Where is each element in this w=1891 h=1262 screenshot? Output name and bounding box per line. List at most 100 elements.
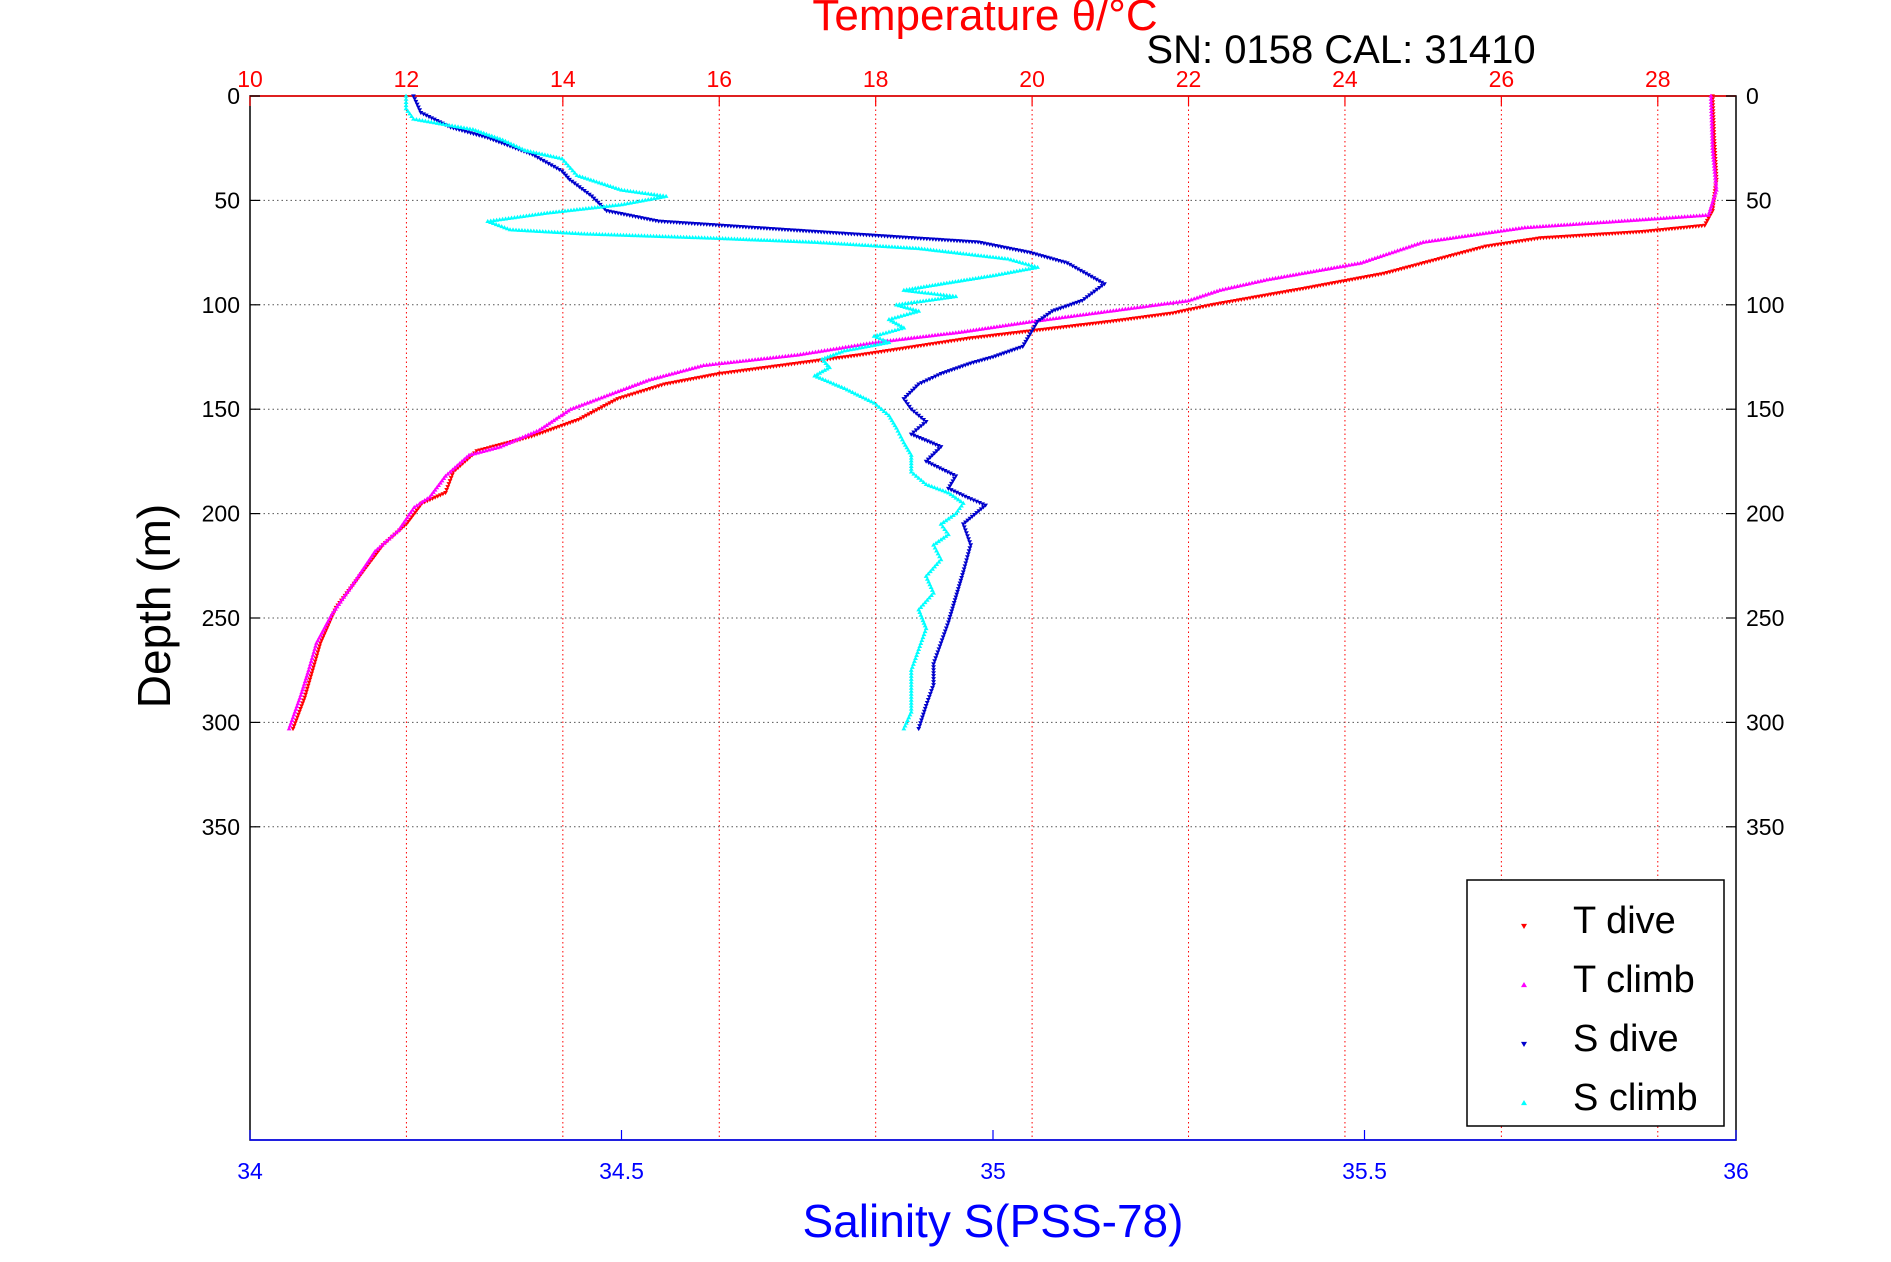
legend-entry-t-climb: T climb — [1573, 959, 1695, 1001]
data-point — [909, 388, 915, 393]
data-point — [1673, 214, 1679, 219]
data-point — [942, 469, 948, 474]
data-point — [1426, 238, 1432, 243]
data-point — [1462, 233, 1468, 238]
data-point — [924, 597, 930, 602]
data-point — [812, 239, 818, 244]
data-point — [1710, 154, 1716, 159]
legend-entry-t-dive: T dive — [1573, 900, 1676, 942]
data-point — [455, 124, 461, 129]
data-point — [578, 231, 584, 236]
data-point — [964, 558, 969, 563]
data-point — [865, 343, 871, 348]
data-point — [689, 366, 695, 371]
data-point — [607, 203, 613, 208]
data-point — [1637, 217, 1643, 222]
data-point — [494, 217, 500, 222]
data-point — [562, 208, 568, 213]
data-point — [962, 494, 968, 499]
data-point — [1147, 303, 1152, 308]
data-point — [919, 289, 925, 295]
data-point — [361, 565, 367, 570]
data-point — [565, 408, 571, 413]
data-point — [1002, 256, 1008, 261]
data-point — [908, 463, 914, 468]
data-point — [654, 192, 660, 197]
data-point — [497, 217, 503, 222]
data-point — [568, 165, 573, 170]
data-point — [293, 706, 299, 711]
data-point — [525, 148, 531, 153]
data-point — [1098, 309, 1104, 314]
data-point — [891, 319, 897, 324]
data-point — [511, 142, 517, 147]
data-point — [581, 415, 587, 420]
data-point — [1579, 221, 1585, 226]
data-point — [918, 640, 924, 646]
data-point — [642, 197, 648, 202]
data-point — [728, 359, 734, 365]
data-point — [1011, 258, 1017, 263]
data-point — [1029, 263, 1035, 268]
data-point — [528, 431, 534, 436]
data-point — [898, 323, 904, 329]
data-point — [960, 570, 966, 575]
data-point — [932, 545, 938, 550]
data-point — [1011, 269, 1017, 274]
data-point — [651, 233, 656, 238]
data-point — [294, 703, 300, 709]
data-point — [494, 135, 500, 140]
data-point — [1710, 148, 1716, 153]
data-point — [630, 199, 636, 205]
data-point — [584, 231, 590, 236]
data-point — [609, 399, 615, 404]
data-point — [894, 425, 899, 430]
data-point — [1020, 260, 1026, 265]
data-point — [723, 236, 728, 241]
data-point — [895, 327, 901, 332]
data-point — [879, 406, 884, 411]
data-point — [913, 428, 919, 433]
data-point — [928, 291, 934, 296]
data-point — [1504, 227, 1510, 232]
data-point — [908, 461, 914, 466]
depth-tick-label-right: 300 — [1746, 709, 1784, 735]
data-point — [923, 626, 929, 631]
data-point — [785, 353, 791, 358]
data-point — [621, 232, 626, 237]
data-point — [403, 102, 409, 108]
data-point — [681, 368, 686, 373]
data-point — [531, 149, 536, 154]
data-point — [503, 441, 509, 447]
data-point — [935, 296, 941, 301]
data-point — [1586, 220, 1591, 225]
data-point — [850, 242, 856, 247]
data-point — [627, 232, 632, 237]
data-point — [604, 402, 610, 407]
data-point — [539, 151, 545, 156]
data-point — [540, 158, 546, 163]
data-point — [749, 237, 755, 242]
legend: T dive T climb S dive S climb — [1466, 879, 1725, 1127]
data-point — [504, 143, 510, 148]
data-point — [286, 726, 292, 731]
depth-tick-label-right: 0 — [1746, 83, 1759, 109]
data-point — [1094, 277, 1099, 282]
data-point — [1062, 314, 1068, 319]
data-point — [1495, 229, 1501, 234]
data-point — [880, 341, 886, 346]
data-point — [847, 347, 853, 352]
data-point — [432, 487, 438, 492]
data-point — [304, 686, 310, 691]
data-point — [921, 284, 927, 289]
data-point — [296, 698, 302, 703]
data-point — [1589, 220, 1594, 225]
data-point — [937, 466, 943, 471]
data-point — [931, 665, 936, 670]
data-point — [1003, 323, 1009, 328]
data-point — [910, 286, 915, 291]
data-point — [943, 489, 949, 494]
data-point — [1697, 213, 1703, 218]
data-point — [953, 511, 959, 516]
data-point — [813, 349, 818, 354]
